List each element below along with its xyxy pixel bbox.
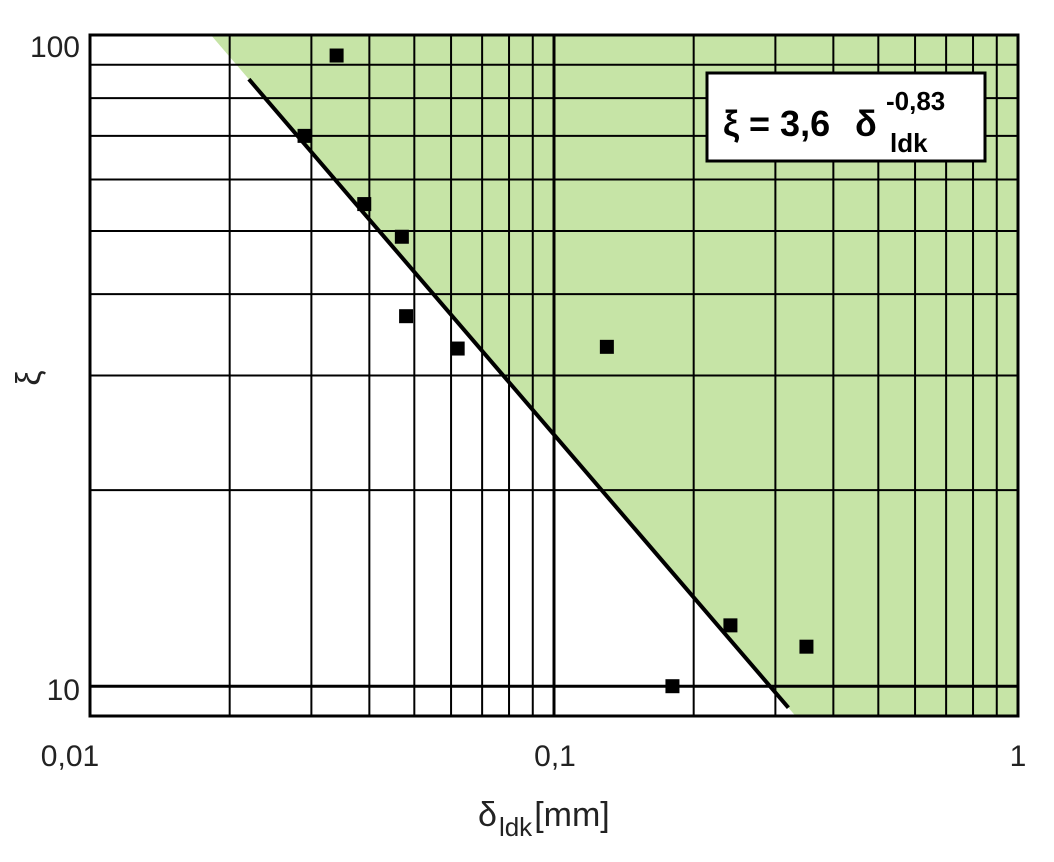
data-point [394, 229, 409, 244]
data-point [329, 48, 344, 63]
y-tick-label: 10 [47, 674, 80, 707]
equation-box: ξ = 3,6 δ -0,83 ldk [705, 71, 987, 163]
data-point [297, 128, 312, 143]
y-tick-label: 100 [30, 31, 80, 64]
equation-subscript: ldk [890, 128, 928, 158]
y-axis-label: ξ [10, 370, 48, 385]
plot-frame [88, 33, 1020, 718]
data-point [665, 679, 680, 694]
data-point [399, 309, 414, 324]
equation-lhs: ξ = 3,6 [723, 103, 830, 144]
x-tick-label: 0,1 [534, 740, 576, 773]
data-point [599, 339, 614, 354]
data-point [450, 341, 465, 356]
equation-exponent: -0,83 [886, 86, 945, 116]
fit-line [247, 77, 790, 709]
equation-delta: δ [855, 103, 877, 144]
x-tick-label: 1 [1010, 740, 1027, 773]
data-point [357, 197, 372, 212]
x-tick-label: 0,01 [41, 740, 99, 773]
x-axis-label: δldk[mm] [478, 796, 610, 842]
data-points [297, 48, 814, 694]
data-point [723, 618, 738, 633]
data-point [799, 639, 814, 654]
